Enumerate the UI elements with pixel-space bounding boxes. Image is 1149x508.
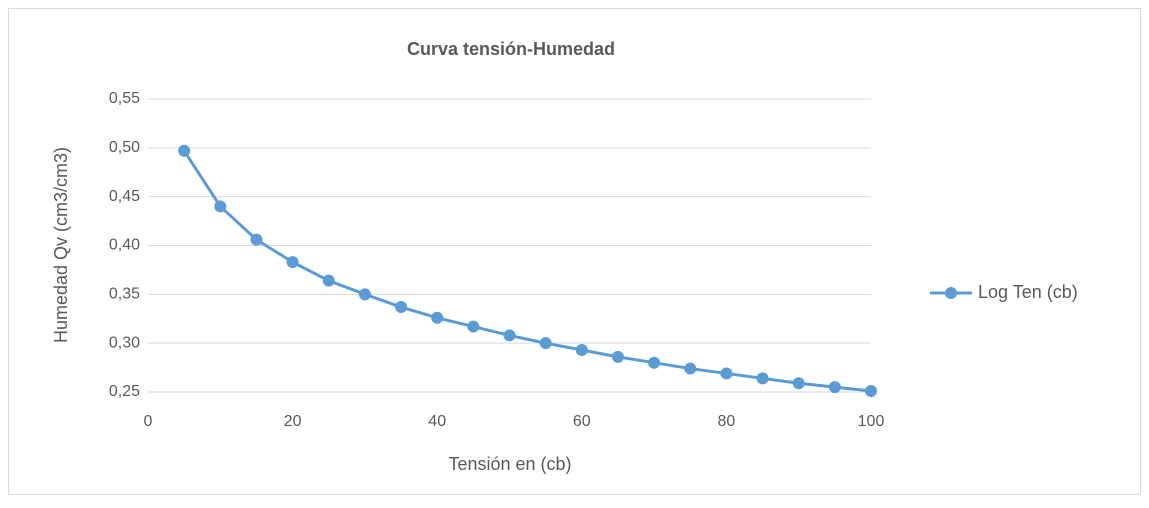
- x-tick-label: 60: [573, 413, 591, 430]
- point: [250, 233, 263, 246]
- x-tick-label: 20: [284, 413, 302, 430]
- point: [178, 144, 191, 157]
- point: [322, 274, 335, 287]
- point: [720, 367, 733, 380]
- point: [539, 337, 552, 350]
- point: [503, 329, 516, 342]
- y-tick-label: 0,55: [109, 90, 140, 107]
- y-tick-label: 0,40: [109, 237, 140, 254]
- point: [828, 381, 841, 394]
- legend-marker: [945, 287, 957, 299]
- y-tick-label: 0,35: [109, 286, 140, 303]
- y-tick-label: 0,45: [109, 188, 140, 205]
- point: [865, 385, 877, 398]
- point: [467, 320, 480, 333]
- point: [648, 356, 661, 369]
- y-tick-label: 0,30: [109, 334, 140, 351]
- point: [395, 301, 408, 314]
- legend-label: Log Ten (cb): [978, 282, 1078, 302]
- x-tick-label: 80: [718, 413, 736, 430]
- chart-frame: [8, 8, 1141, 495]
- series-line: [182, 149, 872, 393]
- point: [286, 256, 299, 269]
- point: [611, 350, 624, 363]
- y-tick-label: 0,50: [109, 139, 140, 156]
- point: [431, 311, 444, 324]
- point: [756, 372, 769, 385]
- point: [214, 200, 227, 213]
- point: [575, 344, 588, 357]
- x-tick-label: 0: [144, 413, 153, 430]
- point: [684, 362, 697, 375]
- x-tick-label: 40: [428, 413, 446, 430]
- x-axis-label: Tensión en (cb): [448, 454, 571, 474]
- x-tick-label: 100: [858, 413, 885, 430]
- point: [358, 288, 371, 301]
- y-axis-label: Humedad Qv (cm3/cm3): [51, 147, 71, 343]
- y-tick-label: 0,25: [109, 383, 140, 400]
- point: [792, 377, 805, 390]
- chart-title: Curva tensión-Humedad: [407, 39, 615, 59]
